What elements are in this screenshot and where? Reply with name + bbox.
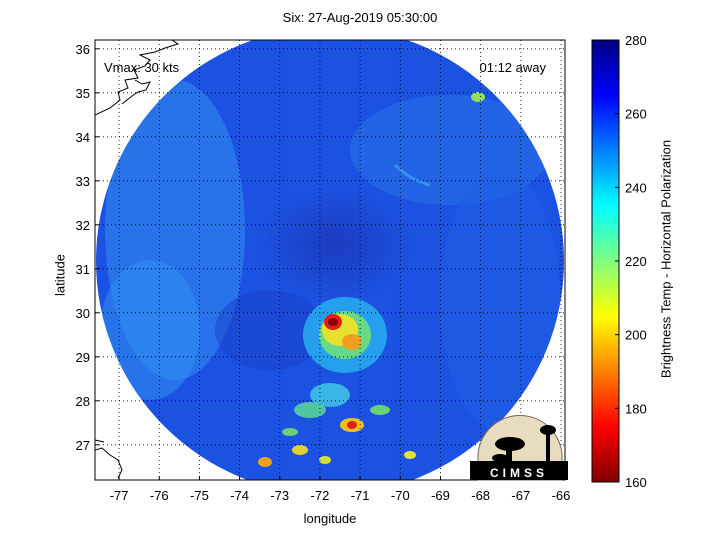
y-tick-label: 28 [76,394,90,409]
x-tick-label: -77 [110,488,129,503]
y-axis-label: latitude [52,254,68,296]
swath-image [96,40,564,480]
coastline [95,40,180,479]
y-tick-label: 30 [76,306,90,321]
colorbar-tick-label: 160 [625,475,647,490]
x-tick-label: -74 [230,488,249,503]
x-tick-label: -67 [511,488,530,503]
x-axis-label: longitude [303,511,357,526]
vmax-label: Vmax: 30 kts [104,60,180,75]
x-tick-label: -71 [351,488,370,503]
x-tick-label: -75 [190,488,209,503]
y-tick-label: 34 [76,130,90,145]
x-tick-label: -70 [391,488,410,503]
cimss-logo-text: CIMSS [490,466,548,480]
x-tick-label: -66 [552,488,571,503]
x-tick-label: -76 [150,488,169,503]
y-tick-label: 31 [76,262,90,277]
map-title: Six: 27-Aug-2019 05:30:00 [282,10,438,25]
axis-ticks: -77 -76 -75 -74 -73 -72 -71 -70 -69 -68 -67 -66 27 28… [76,42,571,503]
y-tick-label: 29 [76,350,90,365]
colorbar-tick-label: 280 [625,33,647,48]
y-tick-label: 27 [76,438,90,453]
colorbar-tick-label: 260 [625,107,647,122]
colorbar [591,39,620,483]
colorbar-ticks: 160 180 200 220 240 260 280 [615,33,647,490]
x-tick-label: -69 [431,488,450,503]
y-tick-label: 32 [76,218,90,233]
colorbar-tick-label: 200 [625,328,647,343]
colorbar-tick-label: 180 [625,401,647,416]
time-away-label: 01:12 away [480,60,547,75]
plot-frame [94,39,566,481]
grid-lines [95,40,565,480]
y-tick-label: 33 [76,174,90,189]
y-tick-label: 35 [76,86,90,101]
colorbar-tick-label: 220 [625,254,647,269]
x-tick-label: -73 [270,488,289,503]
colorbar-tick-label: 240 [625,180,647,195]
x-tick-label: -72 [311,488,330,503]
colorbar-label: Brightness Temp - Horizontal Polarizatio… [658,139,674,379]
x-tick-label: -68 [471,488,490,503]
cimss-logo: CIMSS [470,414,568,481]
y-tick-label: 36 [76,42,90,57]
